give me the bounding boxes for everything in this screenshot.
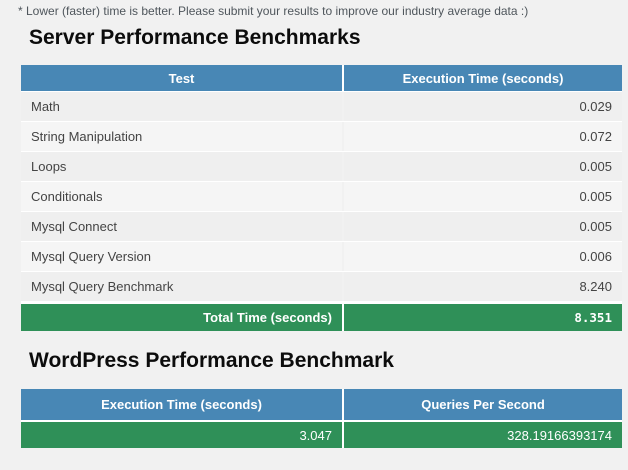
test-time: 0.006: [344, 242, 622, 271]
test-name: Conditionals: [21, 182, 342, 211]
column-header-queries-per-second: Queries Per Second: [344, 389, 622, 420]
server-table-header-row: Test Execution Time (seconds): [21, 65, 622, 91]
test-name: String Manipulation: [21, 122, 342, 151]
test-time: 0.029: [344, 92, 622, 121]
test-name: Mysql Query Benchmark: [21, 272, 342, 301]
server-benchmarks-title: Server Performance Benchmarks: [29, 26, 361, 49]
test-name: Math: [21, 92, 342, 121]
wp-results-row: 3.047 328.19166393174: [21, 422, 622, 448]
table-row-math: Math 0.029: [21, 92, 622, 121]
table-row-loops: Loops 0.005: [21, 152, 622, 181]
test-time: 0.005: [344, 152, 622, 181]
test-time: 8.240: [344, 272, 622, 301]
test-name: Loops: [21, 152, 342, 181]
server-benchmarks-table: Test Execution Time (seconds) Math 0.029…: [21, 65, 622, 331]
test-name: Mysql Connect: [21, 212, 342, 241]
total-time-row: Total Time (seconds) 8.351: [21, 304, 622, 331]
column-header-wp-execution-time: Execution Time (seconds): [21, 389, 342, 420]
column-header-execution-time: Execution Time (seconds): [344, 65, 622, 91]
test-time: 0.005: [344, 212, 622, 241]
wp-table-header-row: Execution Time (seconds) Queries Per Sec…: [21, 389, 622, 420]
test-name: Mysql Query Version: [21, 242, 342, 271]
table-row-string-manipulation: String Manipulation 0.072: [21, 122, 622, 151]
wp-queries-per-second-value: 328.19166393174: [344, 422, 622, 448]
wordpress-benchmark-table: Execution Time (seconds) Queries Per Sec…: [21, 389, 622, 448]
wordpress-benchmark-title: WordPress Performance Benchmark: [29, 349, 394, 372]
total-time-value: 8.351: [344, 304, 622, 331]
table-row-conditionals: Conditionals 0.005: [21, 182, 622, 211]
test-time: 0.005: [344, 182, 622, 211]
table-row-mysql-connect: Mysql Connect 0.005: [21, 212, 622, 241]
wp-execution-time-value: 3.047: [21, 422, 342, 448]
table-row-mysql-query-version: Mysql Query Version 0.006: [21, 242, 622, 271]
table-row-mysql-query-benchmark: Mysql Query Benchmark 8.240: [21, 272, 622, 301]
total-time-label: Total Time (seconds): [21, 304, 342, 331]
column-header-test: Test: [21, 65, 342, 91]
results-note: * Lower (faster) time is better. Please …: [18, 4, 529, 18]
test-time: 0.072: [344, 122, 622, 151]
